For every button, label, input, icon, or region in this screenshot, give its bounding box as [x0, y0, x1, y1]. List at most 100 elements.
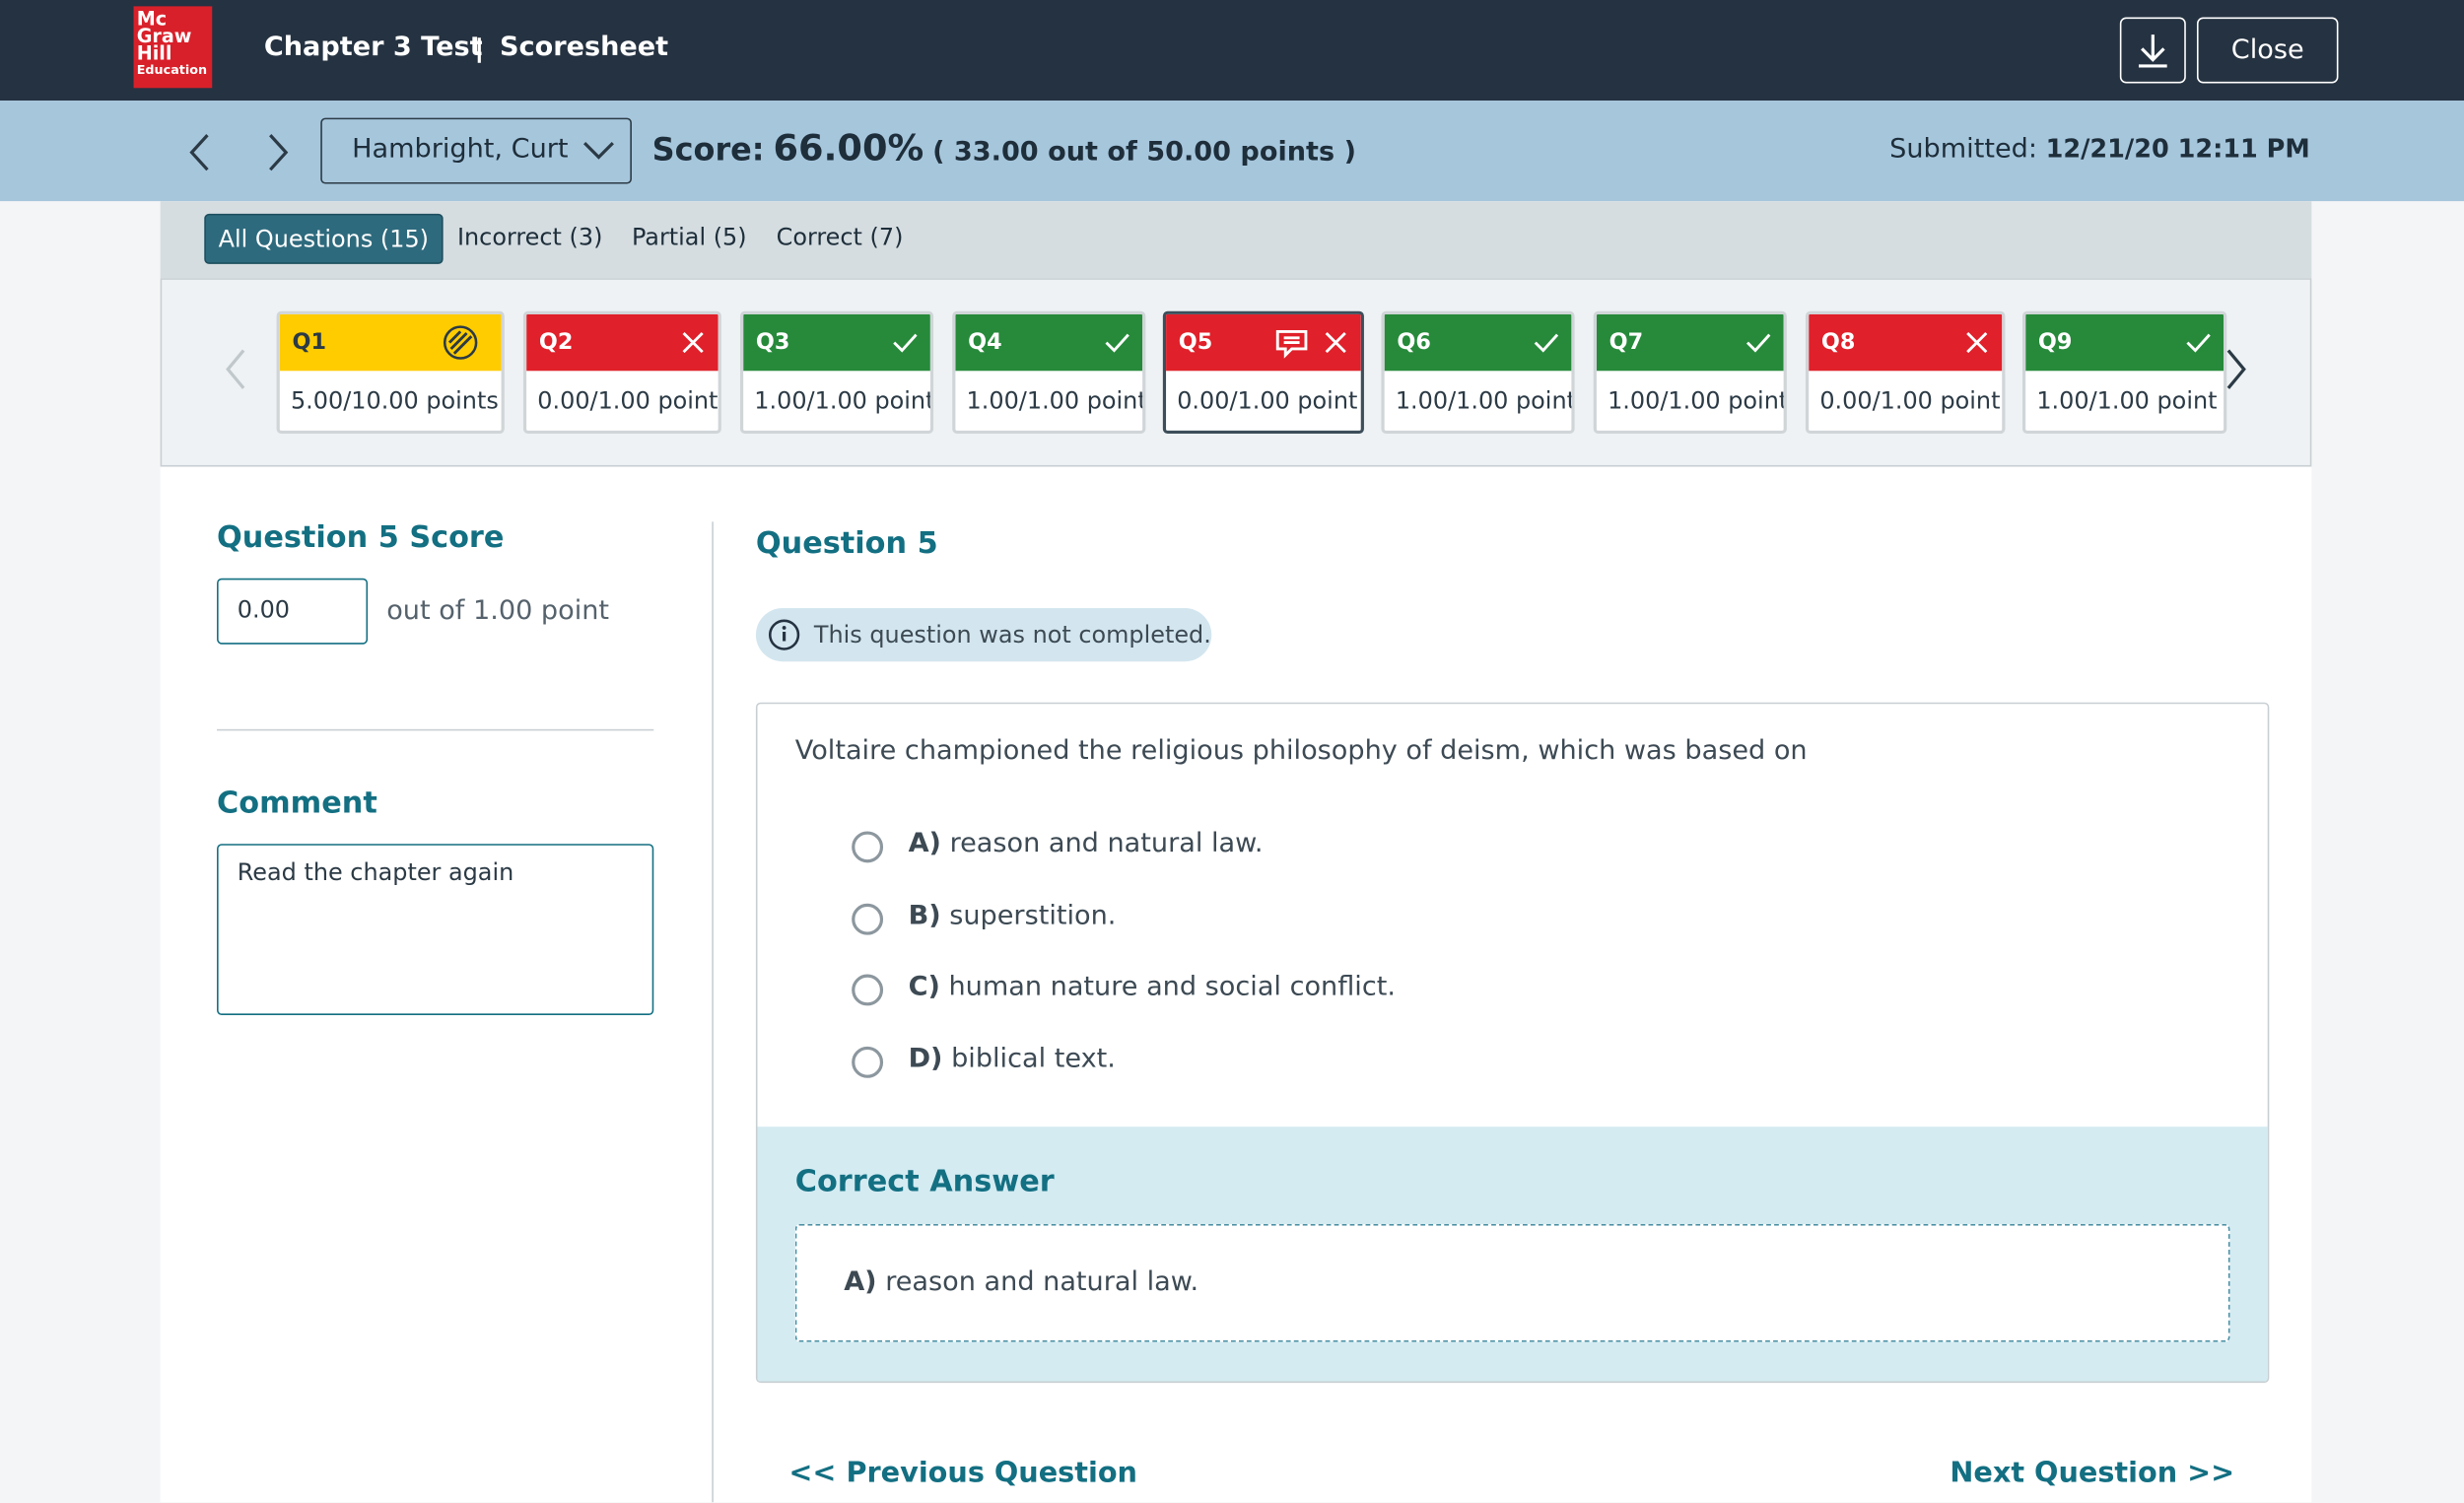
card-header: Q7: [1596, 313, 1784, 372]
card-points: 5.00/10.00 points: [290, 386, 499, 415]
check-icon: [1745, 333, 1771, 353]
filter-bar: All Questions (15) Incorrect (3) Partial (…: [160, 201, 2312, 279]
card-header: Q9: [2025, 313, 2224, 372]
question-title: Question 5: [755, 526, 938, 562]
check-icon: [893, 333, 918, 353]
card-label: Q1: [292, 329, 327, 356]
option-letter: D): [908, 1042, 943, 1074]
card-header: Q2: [526, 313, 719, 372]
card-label: Q4: [968, 329, 1002, 356]
question-card[interactable]: Q9 1.00/1.00 point: [2021, 310, 2227, 435]
previous-question[interactable]: << Previous Question: [788, 1457, 1137, 1490]
score: Score: 66.00% ( 33.00 out of 50.00 point…: [651, 128, 1356, 171]
filter-tab[interactable]: All Questions (15): [204, 213, 444, 264]
check-icon: [1534, 333, 1559, 353]
card-points: 1.00/1.00 point: [966, 386, 1146, 415]
option: C) human nature and social conflict.: [909, 971, 1396, 1002]
card-label: Q6: [1397, 329, 1431, 356]
next-question[interactable]: Next Question >>: [1950, 1457, 2235, 1490]
card-points: 0.00/1.00 point: [1819, 386, 2001, 415]
option: A) reason and natural law.: [909, 828, 1264, 859]
option-text: superstition.: [949, 899, 1117, 931]
partial-icon: [443, 325, 478, 360]
x-icon: [682, 331, 704, 354]
option-letter: C): [908, 971, 940, 1003]
nav-arrows[interactable]: [182, 132, 308, 172]
question-strip: Q1 5.00/10.00 points Q2 0.00/1.00 point Q3 1.…: [160, 278, 2312, 467]
card-label: Q9: [2037, 329, 2073, 356]
question-card[interactable]: Q8 0.00/1.00 point: [1805, 310, 2006, 435]
card-header: Q1: [279, 313, 502, 372]
score-input[interactable]: 0.00: [217, 578, 369, 645]
strip-next[interactable]: [2225, 349, 2247, 389]
option-text: reason and natural law.: [949, 828, 1264, 860]
question-card[interactable]: Q1 5.00/10.00 points: [276, 310, 505, 435]
separator: [217, 728, 654, 731]
card-points: 1.00/1.00 point: [2036, 386, 2218, 415]
card-points: 1.00/1.00 point: [754, 386, 934, 415]
download-icon: [2138, 34, 2167, 68]
comment-title: Comment: [217, 786, 377, 821]
student-name: Hambright, Curt: [352, 133, 569, 166]
card-label: Q8: [1820, 329, 1856, 356]
card-points: 0.00/1.00 point: [1177, 386, 1358, 415]
question-card[interactable]: Q6 1.00/1.00 point: [1381, 310, 1575, 435]
check-icon: [1105, 333, 1129, 353]
notice: This question was not completed.: [755, 608, 1212, 662]
question-card[interactable]: Q3 1.00/1.00 point: [739, 310, 934, 435]
option-text: biblical text.: [951, 1042, 1116, 1074]
correct-title: Correct Answer: [794, 1164, 1055, 1199]
radio-button[interactable]: [852, 1046, 884, 1077]
card-header: Q6: [1384, 313, 1572, 372]
card-points: 0.00/1.00 point: [537, 386, 719, 415]
correct-answer: A) reason and natural law.: [794, 1224, 2230, 1342]
submitted: Submitted: 12/21/20 12:11 PM: [1889, 133, 2310, 166]
option: D) biblical text.: [909, 1043, 1116, 1074]
title: Chapter 3 Test: [263, 31, 483, 63]
card-header: Q5: [1166, 313, 1361, 372]
filter-tab[interactable]: Partial (5): [631, 223, 747, 252]
out-of: out of 1.00 point: [386, 595, 610, 628]
correct-section: Correct Answer A) reason and natural law…: [757, 1127, 2268, 1382]
question-card[interactable]: Q2 0.00/1.00 point: [522, 310, 721, 435]
close-button[interactable]: Close: [2196, 17, 2339, 84]
comment-box[interactable]: Read the chapter again: [217, 844, 654, 1015]
question-card[interactable]: Q7 1.00/1.00 point: [1593, 310, 1787, 435]
x-icon: [1325, 331, 1346, 354]
option-letter: B): [908, 899, 941, 931]
info-icon: [768, 619, 800, 650]
radio-button[interactable]: [852, 974, 884, 1006]
download-button[interactable]: [2119, 17, 2186, 84]
check-icon: [2186, 333, 2211, 353]
student-bar: Hambright, Curt Score: 66.00% ( 33.00 ou…: [0, 101, 2464, 202]
card-points: 1.00/1.00 point: [1395, 386, 1575, 415]
card-points: 1.00/1.00 point: [1608, 386, 1787, 415]
logo: Mc Graw Hill Education: [133, 6, 213, 89]
notice-text: This question was not completed.: [813, 620, 1211, 649]
radio-button[interactable]: [852, 902, 884, 934]
strip-prev[interactable]: [225, 349, 246, 389]
chevron: [582, 141, 614, 160]
filter-tab[interactable]: Incorrect (3): [456, 223, 603, 252]
student-dropdown[interactable]: Hambright, Curt: [320, 117, 632, 184]
vertical-divider: [712, 521, 714, 1503]
filter-tab[interactable]: Correct (7): [776, 223, 904, 252]
x-icon: [1966, 331, 1988, 354]
comment-icon: [1275, 329, 1308, 359]
question-card[interactable]: Q4 1.00/1.00 point: [952, 310, 1146, 435]
top-bar: Mc Graw Hill Education Chapter 3 Test Score…: [0, 0, 2464, 102]
subtitle: Scoresheet: [500, 31, 669, 63]
option-text: human nature and social conflict.: [948, 971, 1397, 1003]
question-card[interactable]: Q5 0.00/1.00 point: [1162, 310, 1364, 435]
card-header: Q4: [955, 313, 1143, 372]
question-text: Voltaire championed the religious philos…: [794, 735, 1808, 768]
card-label: Q3: [755, 329, 790, 356]
card-label: Q2: [538, 329, 574, 356]
card-header: Q8: [1809, 313, 2003, 372]
radio-button[interactable]: [852, 831, 884, 863]
card-label: Q5: [1178, 329, 1213, 356]
score-title: Question 5 Score: [217, 519, 505, 555]
card-header: Q3: [743, 313, 930, 372]
